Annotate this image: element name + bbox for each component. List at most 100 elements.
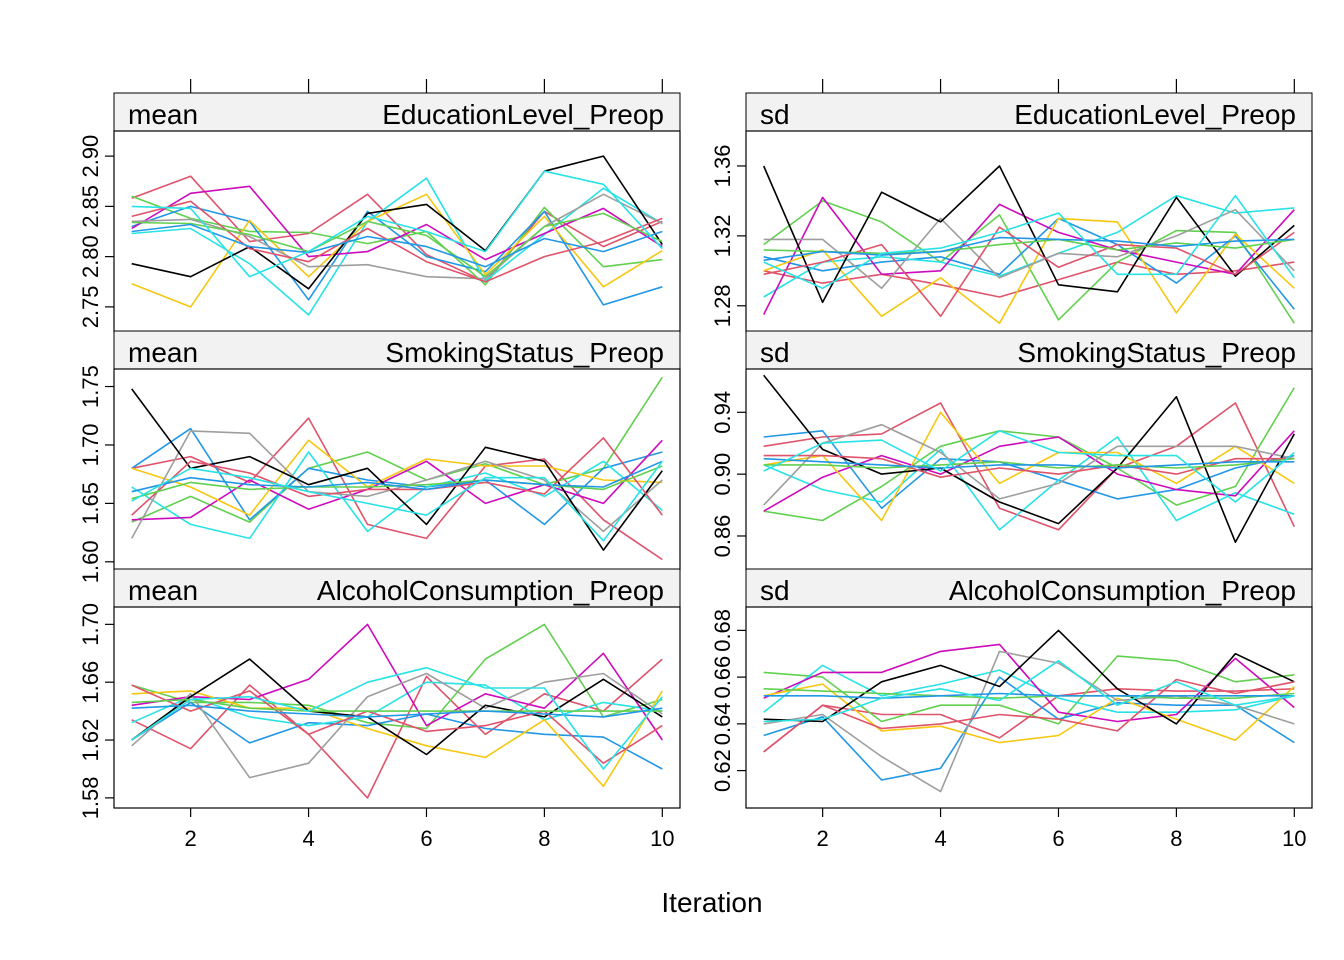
panel-strip bbox=[745, 92, 1313, 132]
series-line-8 bbox=[131, 388, 663, 551]
series-line-11 bbox=[763, 692, 1295, 700]
series-line-12 bbox=[131, 666, 663, 770]
y-tick-label: 0.90 bbox=[710, 453, 735, 496]
strip-stat-label: sd bbox=[760, 337, 790, 368]
series-line-11 bbox=[131, 460, 663, 493]
series-line-8 bbox=[131, 658, 663, 756]
series-group bbox=[131, 155, 663, 316]
series-line-9 bbox=[131, 684, 663, 765]
series-line-6 bbox=[131, 690, 663, 788]
series-line-2 bbox=[763, 655, 1295, 725]
x-axis: 2 4 6 8 10 bbox=[185, 808, 675, 851]
series-line-7 bbox=[131, 193, 663, 280]
series-line-3 bbox=[131, 427, 663, 526]
plot-frame bbox=[745, 368, 1313, 571]
series-line-6 bbox=[763, 411, 1295, 522]
y-tick-label: 1.36 bbox=[710, 145, 735, 188]
series-group bbox=[130, 376, 663, 561]
x-tick-label: 10 bbox=[1282, 826, 1306, 851]
y-tick-label: 0.66 bbox=[710, 656, 735, 699]
series-line-5 bbox=[131, 439, 663, 521]
series-line-11 bbox=[763, 236, 1295, 262]
y-tick-label: 2.85 bbox=[78, 185, 103, 228]
series-line-3 bbox=[131, 205, 663, 306]
series-line-5 bbox=[762, 196, 1295, 315]
series-line-7 bbox=[763, 650, 1295, 793]
y-tick-label: 1.62 bbox=[78, 719, 103, 762]
series-group bbox=[131, 623, 663, 799]
y-tick-label: 1.70 bbox=[78, 424, 103, 467]
series-line-10 bbox=[763, 688, 1295, 700]
x-axis-top bbox=[822, 79, 1295, 93]
y-axis: 0.62 0.64 0.66 0.68 bbox=[710, 609, 746, 792]
series-line-1 bbox=[131, 658, 663, 799]
strip-stat-label: sd bbox=[760, 99, 790, 130]
series-line-6 bbox=[763, 217, 1295, 325]
x-axis-label: Iteration bbox=[661, 887, 762, 918]
x-tick-label: 4 bbox=[302, 826, 314, 851]
y-tick-label: 1.66 bbox=[78, 661, 103, 704]
series-line-6 bbox=[763, 683, 1295, 744]
x-tick-label: 4 bbox=[934, 826, 946, 851]
x-axis: 2 4 6 8 10 bbox=[817, 808, 1307, 851]
y-tick-label: 2.75 bbox=[78, 285, 103, 328]
series-line-10 bbox=[131, 212, 663, 278]
x-tick-label: 8 bbox=[538, 826, 550, 851]
strip-variable-label: AlcoholConsumption_Preop bbox=[949, 575, 1296, 606]
y-tick-label: 1.65 bbox=[78, 482, 103, 525]
x-tick-label: 6 bbox=[420, 826, 432, 851]
y-tick-label: 1.32 bbox=[710, 214, 735, 257]
x-tick-label: 2 bbox=[185, 826, 197, 851]
y-tick-label: 1.28 bbox=[710, 284, 735, 327]
y-axis: 0.86 0.90 0.94 bbox=[710, 391, 746, 558]
panel-sd-EducationLevel_Preop: sd EducationLevel_Preop 1.28 1.32 1.36 bbox=[710, 79, 1313, 333]
panel-strip bbox=[113, 92, 681, 132]
series-group bbox=[762, 165, 1295, 325]
y-axis: 1.60 1.65 1.70 1.75 bbox=[78, 365, 114, 583]
series-group bbox=[763, 629, 1295, 793]
plot-frame bbox=[113, 606, 681, 809]
series-line-11 bbox=[763, 457, 1295, 469]
series-line-11 bbox=[131, 704, 663, 718]
panel-mean-SmokingStatus_Preop: mean SmokingStatus_Preop 1.60 1.65 1.70 1.75 bbox=[78, 330, 681, 583]
y-axis: 1.58 1.62 1.66 1.70 bbox=[78, 603, 114, 819]
series-line-10 bbox=[131, 698, 663, 712]
y-tick-label: 0.62 bbox=[710, 749, 735, 792]
strip-variable-label: AlcoholConsumption_Preop bbox=[317, 575, 664, 606]
y-tick-label: 2.80 bbox=[78, 235, 103, 278]
series-line-2 bbox=[763, 387, 1295, 522]
series-line-12 bbox=[763, 659, 1295, 723]
panel-strip bbox=[113, 330, 681, 370]
strip-variable-label: EducationLevel_Preop bbox=[382, 99, 664, 130]
strip-stat-label: mean bbox=[128, 337, 198, 368]
series-line-6 bbox=[131, 439, 663, 516]
x-axis-top bbox=[190, 79, 663, 93]
series-line-12 bbox=[131, 170, 663, 278]
plot-frame bbox=[113, 130, 681, 333]
series-line-9 bbox=[131, 437, 663, 516]
strip-stat-label: mean bbox=[128, 575, 198, 606]
panel-strip bbox=[113, 568, 681, 608]
series-line-9 bbox=[131, 200, 663, 283]
series-line-7 bbox=[131, 672, 663, 779]
panel-strip bbox=[745, 568, 1313, 608]
series-line-11 bbox=[131, 223, 663, 268]
y-tick-label: 1.60 bbox=[78, 540, 103, 583]
y-tick-label: 1.70 bbox=[78, 603, 103, 646]
series-line-4 bbox=[131, 177, 663, 316]
strip-variable-label: EducationLevel_Preop bbox=[1014, 99, 1296, 130]
series-line-4 bbox=[763, 664, 1295, 714]
series-line-2 bbox=[763, 200, 1295, 324]
series-line-7 bbox=[763, 423, 1295, 506]
y-tick-label: 1.58 bbox=[78, 776, 103, 819]
series-line-1 bbox=[131, 417, 663, 561]
y-tick-label: 0.86 bbox=[710, 515, 735, 558]
y-tick-label: 0.94 bbox=[710, 391, 735, 434]
x-tick-label: 8 bbox=[1170, 826, 1182, 851]
series-line-12 bbox=[763, 194, 1295, 290]
strip-variable-label: SmokingStatus_Preop bbox=[385, 337, 664, 368]
y-axis: 1.28 1.32 1.36 bbox=[710, 145, 746, 327]
series-line-5 bbox=[131, 185, 663, 261]
y-axis: 2.75 2.80 2.85 2.90 bbox=[78, 135, 114, 328]
